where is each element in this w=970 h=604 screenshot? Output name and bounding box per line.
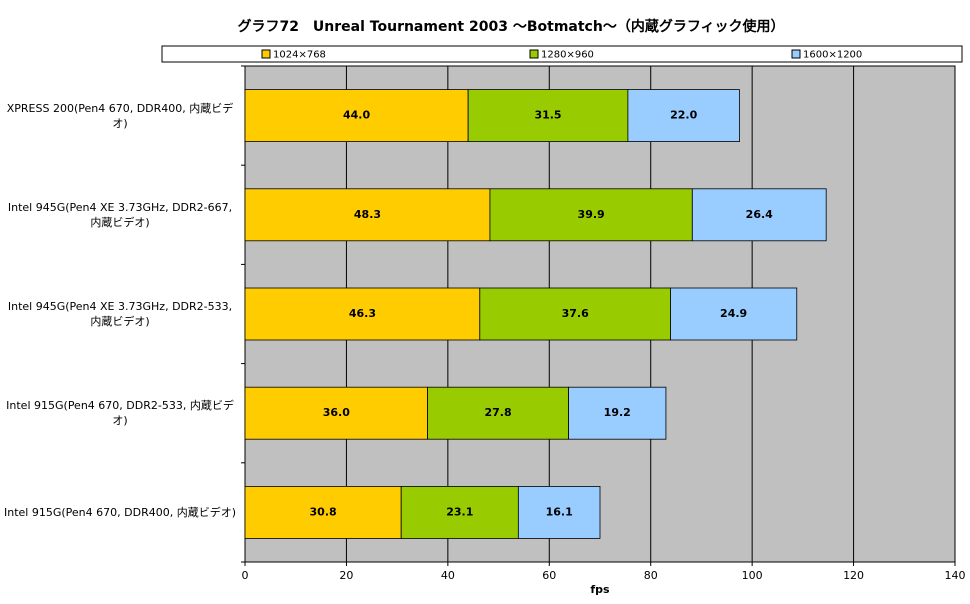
bar-segment	[670, 287, 798, 341]
bar-segment	[244, 386, 428, 440]
chart-title: グラフ72 Unreal Tournament 2003 ～Botmatch～（…	[237, 18, 784, 35]
legend-swatch	[529, 49, 539, 59]
bar-segment	[244, 287, 481, 341]
bar-segment	[427, 386, 569, 440]
value-label: 26.4	[746, 208, 773, 221]
bar-segment	[400, 485, 519, 539]
x-tick-label: 80	[644, 569, 658, 582]
value-label: 19.2	[604, 406, 631, 419]
x-tick-label: 60	[542, 569, 556, 582]
legend-swatch	[261, 49, 271, 59]
value-label: 16.1	[546, 505, 573, 518]
value-label: 22.0	[670, 109, 697, 122]
x-tick-label: 20	[339, 569, 353, 582]
x-tick-label: 0	[242, 569, 249, 582]
y-tick-label: Intel 945G(Pen4 XE 3.73GHz, DDR2-533, 内蔵…	[7, 300, 233, 328]
bar-segment	[244, 188, 491, 242]
y-tick-label: Intel 945G(Pen4 XE 3.73GHz, DDR2-667, 内蔵…	[7, 200, 233, 229]
legend-label: 1024×768	[273, 50, 326, 61]
legend-label: 1280×960	[541, 50, 594, 61]
value-label: 23.1	[446, 505, 473, 518]
value-label: 31.5	[534, 109, 561, 122]
bar-segment	[489, 188, 693, 242]
bar-segment	[244, 89, 469, 142]
x-tick-label: 120	[843, 569, 864, 582]
bar-segment	[244, 485, 402, 539]
bar-segment	[479, 287, 671, 341]
legend-label: 1600×1200	[803, 50, 862, 61]
y-tick-label: Intel 915G(Pen4 670, DDR2-533, 内蔵ビデオ)	[6, 399, 234, 428]
bar-segment	[568, 386, 667, 440]
y-tick-label: Intel 915G(Pen4 670, DDR400, 内蔵ビデオ)	[4, 505, 236, 519]
value-label: 30.8	[310, 505, 337, 518]
x-tick-label: 140	[945, 569, 966, 582]
bar-segment	[627, 89, 740, 142]
value-label: 48.3	[354, 208, 381, 221]
value-label: 24.9	[720, 307, 747, 320]
value-label: 36.0	[323, 406, 350, 419]
legend-box	[161, 45, 963, 63]
x-tick-label: 40	[441, 569, 455, 582]
bar-segment	[517, 485, 601, 539]
bar-segment	[691, 188, 827, 242]
value-label: 27.8	[484, 406, 511, 419]
value-label: 46.3	[349, 307, 376, 320]
y-tick-label: XPRESS 200(Pen4 670, DDR400, 内蔵ビデオ)	[6, 101, 234, 130]
value-label: 39.9	[578, 208, 605, 221]
value-label: 44.0	[343, 109, 370, 122]
value-label: 37.6	[562, 307, 589, 320]
legend-swatch	[791, 49, 801, 59]
x-tick-label: 100	[742, 569, 763, 582]
x-axis-label: fps	[590, 583, 610, 596]
